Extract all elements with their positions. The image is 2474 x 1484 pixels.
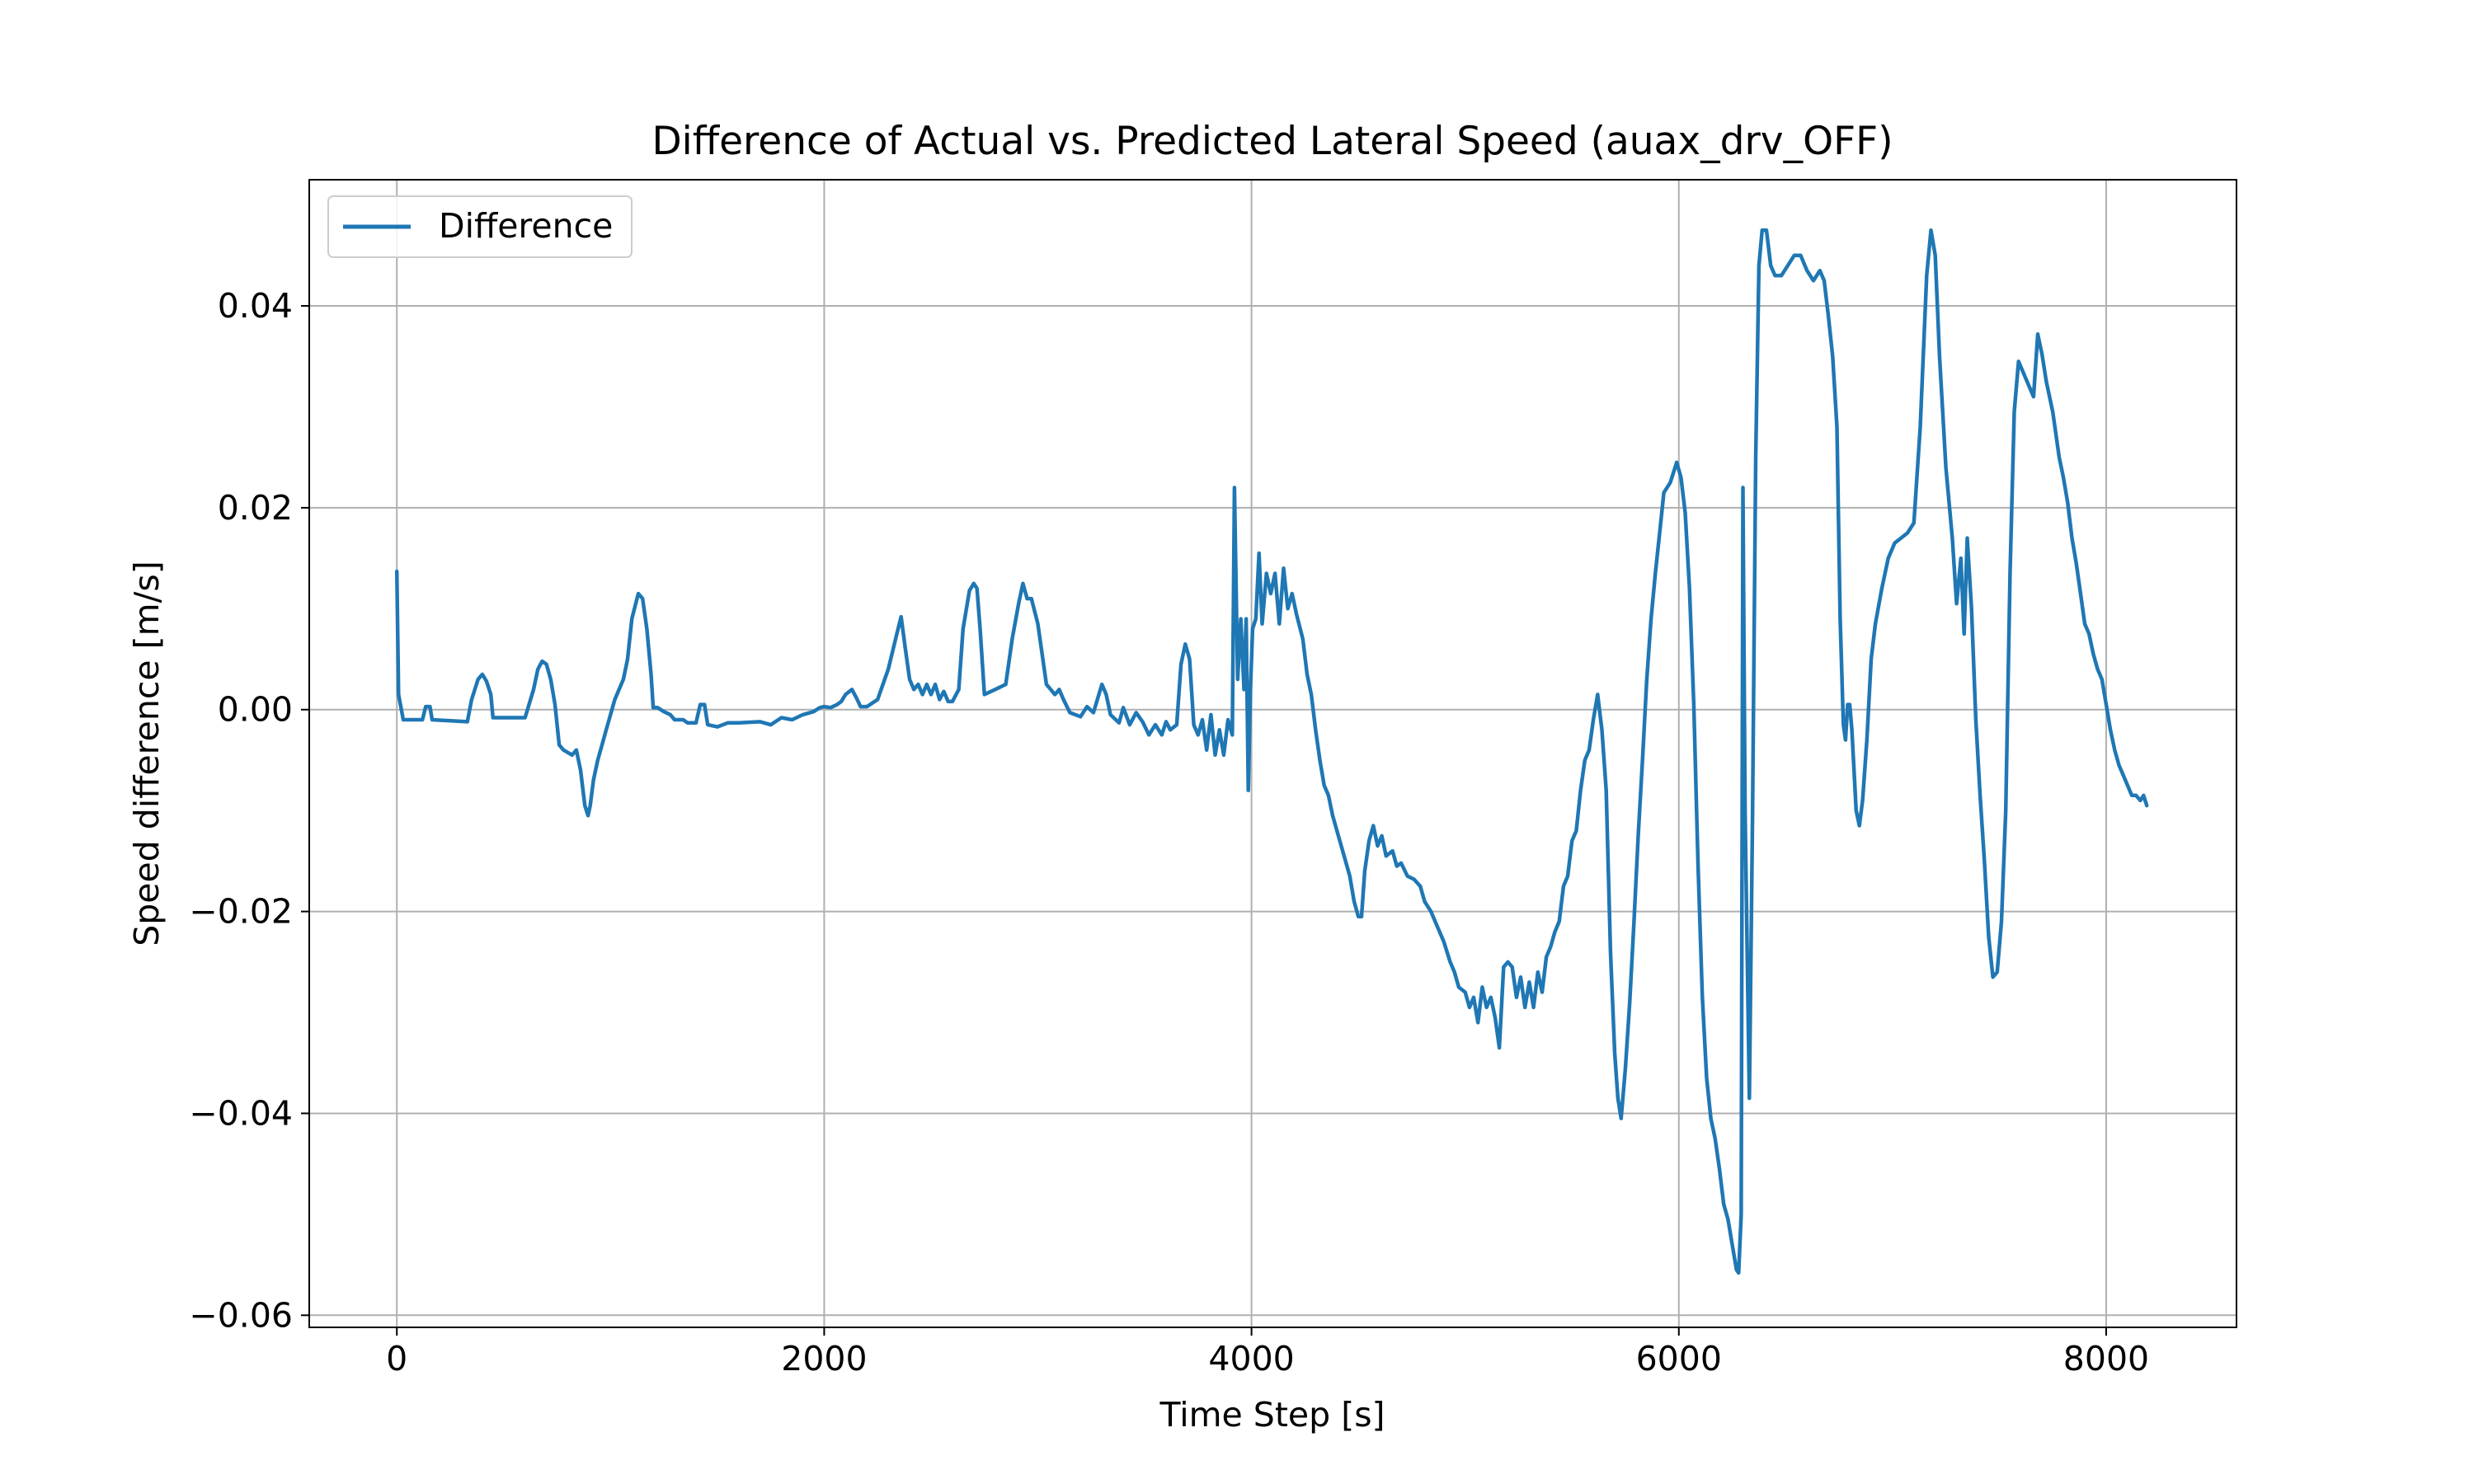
legend: Difference — [327, 195, 633, 258]
y-tick-label: −0.04 — [189, 1093, 293, 1133]
axis-ticks: 0 2000 4000 6000 8000 −0.06 −0.04 −0.02 0.00 0.02… — [189, 286, 2149, 1378]
y-tick-label: −0.02 — [189, 892, 293, 932]
y-axis-label: Speed difference [m/s] — [127, 561, 167, 946]
y-tick-label: 0.00 — [218, 690, 293, 730]
x-tick-label: 2000 — [781, 1339, 867, 1378]
x-tick-label: 0 — [386, 1339, 407, 1378]
y-tick-label: 0.04 — [218, 286, 293, 326]
x-tick-label: 6000 — [1636, 1339, 1722, 1378]
y-tick-label: −0.06 — [189, 1295, 293, 1335]
series-layer — [394, 228, 2149, 1275]
x-tick-label: 4000 — [1208, 1339, 1294, 1378]
series-line-difference — [394, 228, 2149, 1275]
y-tick-label: 0.02 — [218, 488, 293, 528]
plot-frame — [308, 179, 2237, 1328]
legend-box — [327, 195, 633, 258]
x-axis-label: Time Step [s] — [1159, 1395, 1385, 1435]
chart-title: Difference of Actual vs. Predicted Later… — [651, 119, 1893, 164]
legend-label: Difference — [439, 206, 613, 246]
x-tick-label: 8000 — [2063, 1339, 2149, 1378]
